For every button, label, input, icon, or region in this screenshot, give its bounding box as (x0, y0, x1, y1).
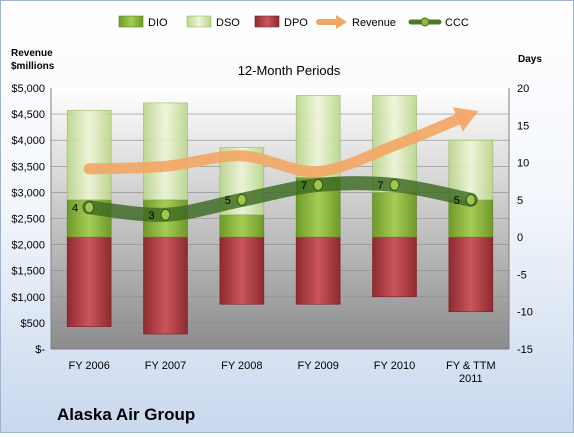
left-tick-label: $3,500 (11, 161, 45, 173)
left-tick-label: $500 (21, 318, 45, 330)
category-label-line2: 2011 (459, 373, 483, 385)
revenue-line (83, 112, 468, 178)
legend-swatch-dso (186, 15, 212, 28)
ccc-data-label: 4 (72, 202, 78, 214)
left-tick-label: $2,000 (11, 240, 45, 252)
right-tick-label: 20 (517, 83, 529, 95)
category-labels: FY 2006 FY 2007 FY 2008 FY 2009 FY 2010 FY & … (68, 360, 495, 385)
legend: DIO DSO DPO Revenue CCC (118, 15, 469, 29)
ccc-data-label: 5 (454, 195, 460, 207)
left-tick-label: $1,000 (11, 292, 45, 304)
ccc-marker (236, 193, 247, 206)
left-axis-title-line2: $millions (11, 61, 55, 72)
bar-dso (143, 102, 188, 201)
ccc-series: 4 3 5 7 7 5 (72, 176, 478, 222)
bar-dio (219, 214, 265, 238)
ccc-marker (160, 208, 171, 221)
legend-label-revenue: Revenue (352, 17, 396, 29)
right-tick-label: -5 (517, 269, 527, 281)
legend-swatch-revenue (316, 15, 347, 29)
right-axis-title: Days (518, 54, 542, 65)
ccc-marker (465, 193, 476, 206)
bar-dpo (448, 236, 494, 313)
chart-title: 12-Month Periods (238, 63, 341, 78)
ccc-marker (313, 178, 324, 191)
left-tick-label: $4,000 (11, 135, 45, 147)
ccc-marker (389, 178, 400, 191)
bar-dio (372, 192, 417, 238)
ccc-data-label: 5 (225, 195, 231, 207)
bar-dpo (219, 236, 265, 305)
legend-swatch-ccc (408, 17, 442, 27)
category-label: FY 2010 (374, 360, 415, 372)
left-tick-label: $4,500 (11, 109, 45, 121)
legend-swatch-dio (118, 15, 144, 28)
left-tick-label: $5,000 (11, 83, 45, 95)
right-tick-label: -10 (517, 307, 533, 319)
legend-label-dso: DSO (216, 17, 240, 29)
category-label: FY & TTM (446, 360, 496, 372)
bar-dpo (295, 236, 341, 305)
ccc-marker (84, 201, 95, 214)
ccc-data-label: 7 (301, 180, 307, 192)
right-tick-label: -15 (517, 344, 533, 356)
bar-dpo (143, 236, 188, 335)
legend-swatch-dpo (254, 15, 280, 28)
left-tick-label: $2,500 (11, 214, 45, 226)
right-tick-label: 10 (517, 158, 529, 170)
category-label: FY 2008 (221, 360, 262, 372)
right-tick-label: 0 (517, 232, 523, 244)
left-axis-ticks: $- $500 $1,000 $1,500 $2,000 $2,500 $3,000 $3,5… (11, 83, 45, 356)
ccc-data-label: 7 (377, 180, 383, 192)
revenue-arrowhead (452, 107, 479, 132)
left-tick-label: $3,000 (11, 187, 45, 199)
bars (66, 95, 494, 335)
category-label: FY 2007 (145, 360, 186, 372)
left-axis-title-line1: Revenue (11, 48, 53, 59)
left-tick-label: $- (35, 344, 45, 356)
bar-dpo (372, 236, 417, 298)
ccc-data-label: 3 (148, 210, 154, 222)
right-tick-label: 15 (517, 120, 529, 132)
legend-label-dio: DIO (148, 17, 168, 29)
ccc-line (82, 176, 478, 222)
legend-label-dpo: DPO (284, 17, 308, 29)
category-label: FY 2006 (68, 360, 109, 372)
company-name: Alaska Air Group (57, 405, 196, 424)
bar-dpo (66, 236, 112, 327)
right-tick-label: 5 (517, 195, 523, 207)
legend-label-ccc: CCC (445, 17, 469, 29)
revenue-series (83, 107, 479, 178)
left-tick-label: $1,500 (11, 266, 45, 278)
bar-dso (66, 110, 112, 201)
right-axis-ticks: -15 -10 -5 0 5 10 15 20 (517, 83, 533, 356)
category-label: FY 2009 (297, 360, 338, 372)
